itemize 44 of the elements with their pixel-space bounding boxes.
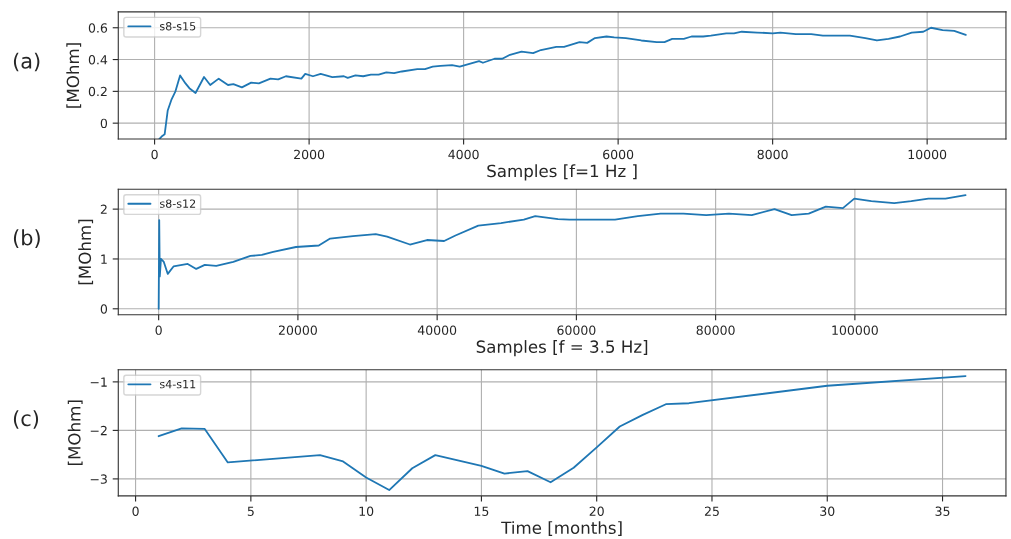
- x-tick-label: 8000: [757, 149, 788, 160]
- x-tick-label: 2000: [294, 149, 325, 160]
- x-tick-label: 60000: [557, 325, 596, 335]
- legend-label: s8-s15: [160, 22, 196, 31]
- x-tick-label: 10: [359, 506, 374, 516]
- text: (a): [13, 52, 40, 72]
- x-tick-label: 0: [155, 325, 162, 335]
- x-axis-title: Samples [f=1 Hz ]: [487, 164, 637, 181]
- line-series: [157, 194, 967, 310]
- x-tick-label: 5: [247, 506, 254, 516]
- y-tick-label: 0: [100, 304, 108, 314]
- legend-label: s4-s11: [160, 380, 196, 389]
- x-tick-label: 30: [820, 506, 835, 516]
- y-tick-label: 0.6: [88, 23, 108, 33]
- y-axis-title: [MOhm]: [66, 43, 82, 108]
- x-tick-label: 20000: [278, 325, 317, 335]
- x-tick-label: 0: [132, 506, 139, 516]
- x-axis-title: Samples [f = 3.5 Hz]: [476, 340, 648, 357]
- x-tick-label: 25: [704, 506, 719, 516]
- line-series: [157, 375, 967, 491]
- y-tick-label: −2: [90, 425, 107, 436]
- y-tick-label: 2: [100, 204, 107, 214]
- y-tick-label: −3: [90, 474, 107, 484]
- y-tick-label: 0.2: [88, 86, 107, 97]
- x-tick-label: 0: [151, 149, 158, 160]
- y-axis-title: [MOhm]: [78, 219, 94, 285]
- y-tick-label: 0.4: [88, 55, 108, 65]
- text: (b): [13, 229, 40, 248]
- x-tick-label: 10000: [908, 149, 947, 160]
- x-tick-label: 80000: [696, 325, 735, 335]
- x-axis-title: Time [months]: [501, 521, 622, 537]
- x-tick-label: 100000: [832, 325, 878, 335]
- y-tick-label: 1: [101, 254, 107, 264]
- y-tick-label: −1: [90, 377, 107, 387]
- y-axis-title: [MOhm]: [67, 400, 83, 466]
- x-tick-label: 15: [474, 506, 489, 516]
- text: (c): [13, 410, 39, 429]
- x-tick-label: 40000: [417, 325, 457, 335]
- x-tick-label: 4000: [448, 149, 479, 160]
- x-tick-label: 20: [589, 506, 604, 516]
- x-tick-label: 6000: [603, 149, 634, 160]
- legend-label: s8-s12: [160, 199, 196, 208]
- y-tick-label: 0: [100, 118, 108, 129]
- x-tick-label: 35: [935, 506, 950, 516]
